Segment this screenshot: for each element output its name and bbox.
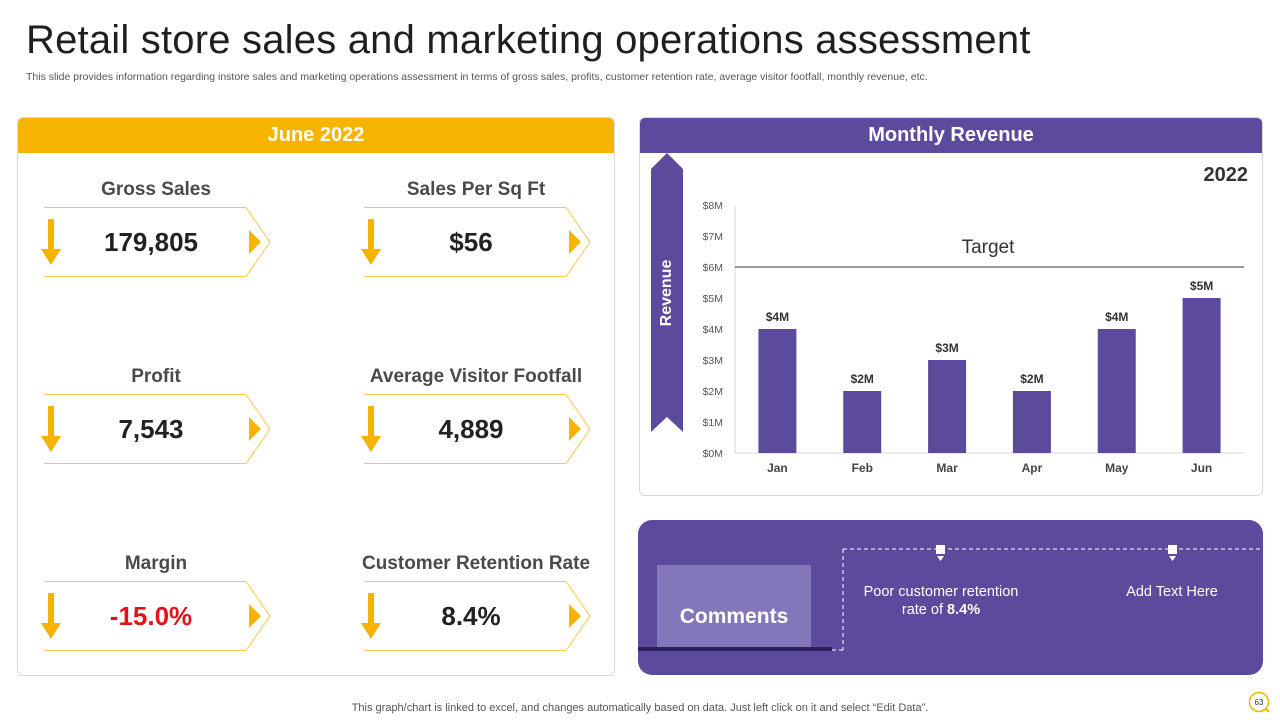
comment-item-1: Poor customer retention rate of 8.4% — [860, 583, 1022, 619]
kpi-label: Customer Retention Rate — [361, 553, 591, 574]
kpi-label: Profit — [131, 366, 181, 387]
y-tick-label: $5M — [703, 293, 723, 305]
y-tick-label: $7M — [703, 231, 723, 243]
right-triangle-icon — [569, 417, 581, 441]
right-triangle-icon — [249, 604, 261, 628]
slide-subtitle: This slide provides information regardin… — [26, 71, 928, 83]
kpi-value-box: 8.4% — [361, 581, 591, 651]
kpi-card: Gross Sales 179,805 — [41, 178, 271, 277]
revenue-bar-chart[interactable]: Revenue $0M $1M $2M $3M $4M $5M $6M $7M $8M Target… — [640, 153, 1263, 496]
kpi-card: Margin -15.0% — [41, 552, 271, 651]
y-tick-label: $6M — [703, 262, 723, 274]
data-label: $2M — [851, 372, 874, 386]
right-triangle-icon — [569, 604, 581, 628]
marker-icon — [1168, 545, 1177, 561]
x-tick-label: Feb — [852, 461, 873, 475]
kpi-frame — [44, 207, 271, 277]
kpi-label: Margin — [124, 553, 188, 574]
kpi-value-box: 4,889 — [361, 394, 591, 464]
y-tick-label: $3M — [703, 355, 723, 367]
kpi-panel-header: June 2022 — [18, 118, 614, 153]
comment-item-1-text: Poor customer retention rate of — [863, 584, 1019, 618]
data-label: $2M — [1020, 372, 1043, 386]
page-number: 63 — [1255, 698, 1264, 707]
revenue-panel: Monthly Revenue 2022 Revenue $0M $1M $2M $3M… — [639, 117, 1263, 496]
bar — [843, 391, 882, 453]
kpi-label: Average Visitor Footfall — [369, 366, 583, 387]
marker-icon — [936, 545, 945, 561]
slide-footer-note: This graph/chart is linked to excel, and… — [351, 702, 929, 714]
kpi-card: Profit 7,543 — [41, 365, 271, 464]
bar — [1012, 391, 1051, 453]
kpi-value: $56 — [449, 227, 493, 257]
kpi-frame — [364, 394, 591, 464]
bar — [1182, 298, 1221, 453]
x-tick-label: Apr — [1022, 461, 1043, 475]
slide-title: Retail store sales and marketing operati… — [26, 18, 1031, 62]
revenue-axis-ribbon — [651, 153, 683, 432]
kpi-frame — [44, 394, 271, 464]
down-arrow-icon — [361, 593, 381, 639]
bar — [928, 360, 967, 453]
x-tick-label: Jan — [767, 461, 788, 475]
x-tick-label: May — [1105, 461, 1129, 475]
bar — [758, 329, 797, 453]
kpi-value: -15.0% — [109, 601, 193, 631]
comments-connector-lines — [832, 545, 1263, 651]
kpi-frame — [44, 581, 271, 651]
comment-item-1-highlight: 8.4% — [947, 602, 981, 618]
down-arrow-icon — [41, 219, 61, 265]
kpi-card: Average Visitor Footfall 4,889 — [361, 365, 591, 464]
kpi-value-box: -15.0% — [41, 581, 271, 651]
kpi-value-box: 179,805 — [41, 207, 271, 277]
comments-panel: Comments Poor customer retention rate of… — [638, 520, 1263, 675]
kpi-label: Gross Sales — [101, 179, 211, 200]
comments-title: Comments — [657, 565, 811, 647]
kpi-value: 4,889 — [438, 414, 504, 444]
data-label: $4M — [766, 310, 789, 324]
down-arrow-icon — [41, 406, 61, 452]
down-arrow-icon — [41, 593, 61, 639]
kpi-label: Sales Per Sq Ft — [406, 179, 546, 200]
down-arrow-icon — [361, 219, 381, 265]
x-tick-label: Jun — [1191, 461, 1212, 475]
y-tick-label: $2M — [703, 386, 723, 398]
y-tick-label: $4M — [703, 324, 723, 336]
bar — [1097, 329, 1136, 453]
kpi-card: Sales Per Sq Ft $56 — [361, 178, 591, 277]
comment-item-2-text: Add Text Here — [1126, 584, 1218, 600]
data-label: $5M — [1190, 279, 1213, 293]
x-tick-label: Mar — [936, 461, 958, 475]
data-label: $4M — [1105, 310, 1128, 324]
kpi-value: 7,543 — [118, 414, 184, 444]
kpi-panel: June 2022 Gross Sales 179,805 Sales Per Sq… — [17, 117, 615, 676]
right-triangle-icon — [569, 230, 581, 254]
comments-underline — [638, 647, 832, 651]
right-triangle-icon — [249, 230, 261, 254]
revenue-year: 2022 — [1203, 164, 1249, 186]
revenue-panel-header: Monthly Revenue — [640, 118, 1262, 153]
kpi-value: 179,805 — [104, 227, 198, 257]
y-tick-label: $0M — [703, 448, 723, 460]
kpi-value: 8.4% — [441, 601, 501, 631]
page-number-badge: 63 — [1248, 691, 1270, 713]
comment-item-2: Add Text Here — [1098, 583, 1246, 601]
y-axis-label: Revenue — [658, 260, 675, 327]
kpi-frame — [364, 207, 591, 277]
data-label: $3M — [935, 341, 958, 355]
target-label: Target — [962, 237, 1016, 258]
kpi-value-box: $56 — [361, 207, 591, 277]
kpi-frame — [364, 581, 591, 651]
kpi-card: Customer Retention Rate 8.4% — [361, 552, 591, 651]
down-arrow-icon — [361, 406, 381, 452]
y-tick-label: $8M — [703, 200, 723, 212]
right-triangle-icon — [249, 417, 261, 441]
kpi-value-box: 7,543 — [41, 394, 271, 464]
y-tick-label: $1M — [703, 417, 723, 429]
